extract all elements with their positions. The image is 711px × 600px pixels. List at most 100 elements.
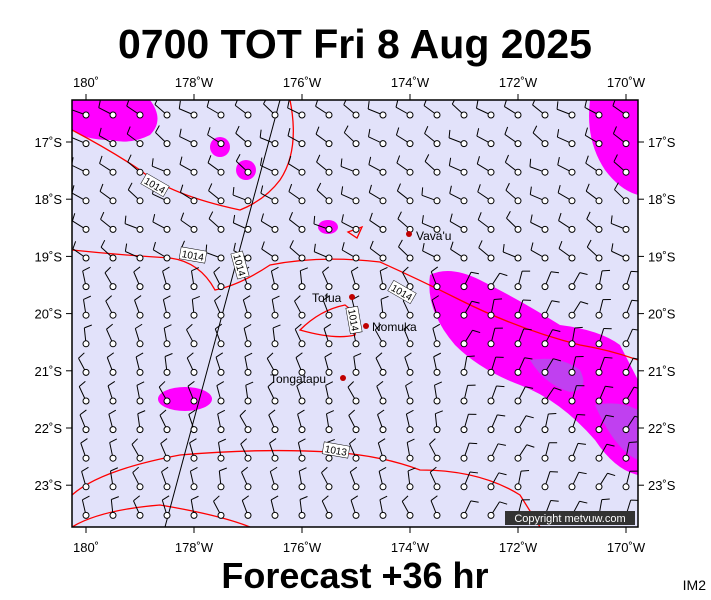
barb-flag bbox=[368, 128, 371, 137]
barb-station bbox=[244, 483, 252, 491]
barb-station bbox=[433, 168, 441, 176]
barb-station bbox=[271, 254, 279, 262]
barb-flag bbox=[127, 154, 132, 163]
barb-flag bbox=[375, 352, 383, 359]
isobar-label: 1014 bbox=[345, 305, 363, 335]
barb-flag bbox=[163, 295, 171, 301]
barb-station bbox=[433, 511, 441, 519]
barb-flag bbox=[84, 324, 92, 329]
barb-station bbox=[136, 483, 144, 491]
barb-station bbox=[352, 483, 360, 491]
barb-station bbox=[217, 254, 225, 262]
barb-station bbox=[568, 483, 576, 491]
lon-label: 180˚ bbox=[73, 540, 99, 555]
lon-label: 170˚W bbox=[607, 540, 646, 555]
barb-station bbox=[352, 397, 360, 405]
barb-flag bbox=[605, 385, 614, 388]
barb-station bbox=[487, 511, 495, 519]
isobar-label-box bbox=[178, 246, 208, 264]
barb-station bbox=[298, 426, 306, 434]
barb-station bbox=[433, 397, 441, 405]
barb-flag bbox=[178, 100, 181, 109]
barb-flag bbox=[241, 495, 250, 501]
barb-station bbox=[298, 197, 306, 205]
barb-station bbox=[298, 283, 306, 291]
barb-station bbox=[271, 197, 279, 205]
barb-station bbox=[82, 454, 90, 462]
barb-station bbox=[541, 254, 549, 262]
barb-flag bbox=[579, 500, 588, 504]
barb-station bbox=[514, 454, 522, 462]
barb-station bbox=[190, 283, 198, 291]
barb-flag bbox=[235, 125, 240, 134]
barb-flag bbox=[287, 100, 290, 109]
barb-station bbox=[298, 340, 306, 348]
barb-station bbox=[190, 340, 198, 348]
lat-label: 22˚S bbox=[35, 421, 63, 436]
barb-flag bbox=[521, 470, 530, 472]
barb-station bbox=[406, 426, 414, 434]
barb-station bbox=[244, 368, 252, 376]
barb-station bbox=[460, 168, 468, 176]
barb-station bbox=[487, 168, 495, 176]
caption: Forecast +36 hr bbox=[221, 555, 488, 596]
barb-flag bbox=[78, 380, 86, 387]
barb-station bbox=[217, 483, 225, 491]
barb-station bbox=[568, 197, 576, 205]
barb-flag bbox=[367, 101, 370, 110]
barb-flag bbox=[584, 100, 588, 108]
barb-station bbox=[244, 225, 252, 233]
barb-station bbox=[487, 225, 495, 233]
barb-station bbox=[379, 168, 387, 176]
barb-flag bbox=[406, 409, 414, 415]
barb-station bbox=[217, 311, 225, 319]
barb-station bbox=[136, 340, 144, 348]
barb-station bbox=[433, 454, 441, 462]
barb-flag bbox=[295, 352, 303, 358]
barb-flag bbox=[424, 126, 429, 134]
barb-flag bbox=[232, 214, 236, 223]
barb-flag bbox=[471, 300, 480, 304]
barb-station bbox=[163, 511, 171, 519]
barb-flag bbox=[529, 186, 532, 195]
barb-flag bbox=[137, 410, 146, 415]
barb-flag bbox=[218, 438, 227, 443]
barb-station bbox=[136, 397, 144, 405]
barb-flag bbox=[376, 380, 384, 387]
barb-station bbox=[379, 483, 387, 491]
barb-station bbox=[568, 454, 576, 462]
barb-station bbox=[622, 283, 630, 291]
lon-label: 178˚W bbox=[175, 75, 214, 90]
barb-flag bbox=[378, 438, 386, 444]
barb-station bbox=[271, 111, 279, 119]
barb-station bbox=[568, 225, 576, 233]
barb-flag bbox=[72, 241, 77, 249]
barb-flag bbox=[233, 242, 236, 251]
barb-station bbox=[109, 368, 117, 376]
barb-station bbox=[244, 511, 252, 519]
barb-station bbox=[325, 454, 333, 462]
lon-label: 170˚W bbox=[607, 75, 646, 90]
barb-flag bbox=[323, 323, 332, 330]
barb-flag bbox=[82, 495, 90, 501]
barb-flag bbox=[631, 299, 638, 302]
barb-station bbox=[622, 254, 630, 262]
barb-flag bbox=[191, 267, 200, 272]
barb-flag bbox=[124, 215, 127, 224]
barb-flag bbox=[80, 438, 88, 444]
barb-flag bbox=[271, 266, 279, 272]
barb-flag bbox=[433, 352, 442, 358]
barb-station bbox=[244, 283, 252, 291]
barb-flag bbox=[159, 409, 167, 416]
barb-station bbox=[595, 454, 603, 462]
barb-station bbox=[514, 168, 522, 176]
barb-station bbox=[163, 225, 171, 233]
barb-station bbox=[514, 197, 522, 205]
barb-station bbox=[514, 140, 522, 148]
barb-flag bbox=[313, 215, 316, 224]
barb-station bbox=[352, 454, 360, 462]
fields bbox=[72, 100, 638, 527]
barb-station bbox=[460, 111, 468, 119]
barb-flag bbox=[162, 266, 170, 272]
